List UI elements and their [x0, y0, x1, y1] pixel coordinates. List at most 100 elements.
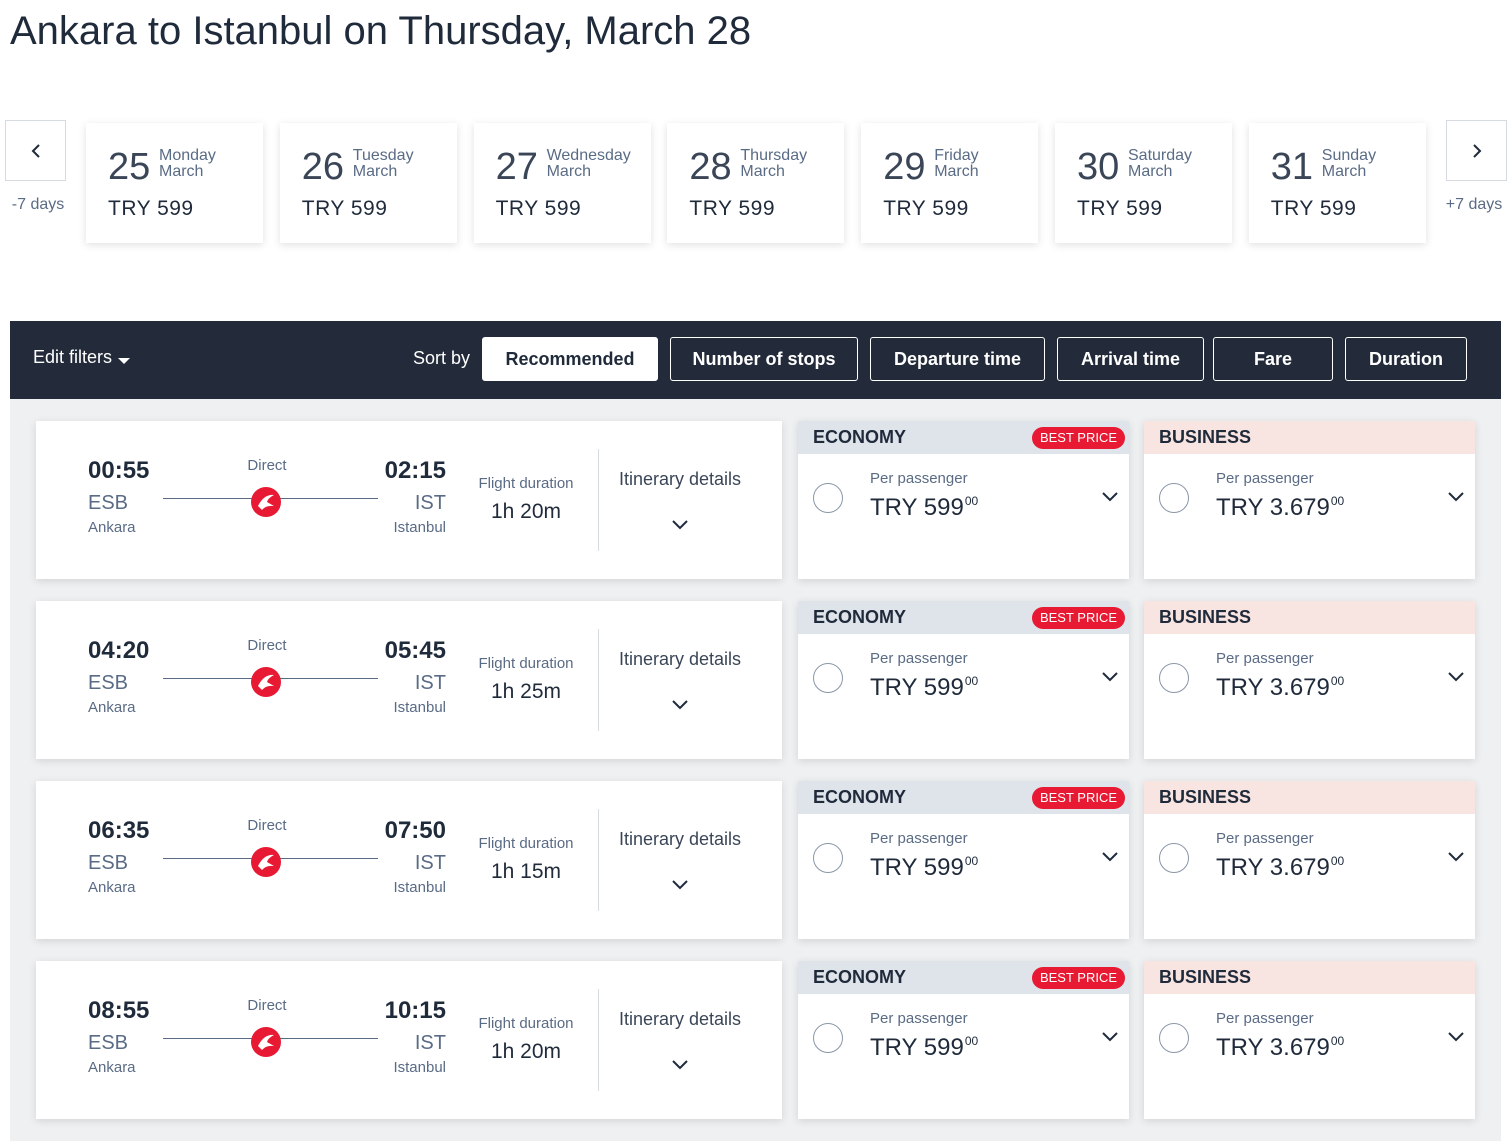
date-card[interactable]: 29 Friday March TRY 599 [861, 123, 1039, 243]
itinerary-details-link[interactable]: Itinerary details [618, 1009, 742, 1029]
fare-price: TRY 59900 [870, 1034, 978, 1062]
fare-radio[interactable] [813, 483, 843, 513]
fare-header: ECONOMY BEST PRICE [798, 781, 1129, 814]
fare-class: ECONOMY [813, 607, 907, 627]
fare-header: BUSINESS [1144, 601, 1475, 634]
chevron[interactable] [1446, 667, 1466, 687]
date-price: TRY 599 [1270, 197, 1357, 220]
fare-radio[interactable] [1159, 663, 1189, 693]
sort-option[interactable]: Arrival time [1057, 337, 1204, 381]
fare-cents: 00 [1330, 674, 1345, 688]
date-card[interactable]: 31 Sunday March TRY 599 [1248, 123, 1426, 243]
economy-fare-card[interactable]: ECONOMY BEST PRICE Per passenger TRY 59900 [798, 421, 1129, 579]
date-card[interactable]: 26 Tuesday March TRY 599 [279, 123, 457, 243]
arrival-time: 05:45 [384, 637, 446, 664]
business-fare-card[interactable]: BUSINESS Per passenger TRY 3.67900 [1144, 961, 1475, 1119]
date-price: TRY 599 [495, 197, 582, 220]
economy-fare-card[interactable]: ECONOMY BEST PRICE Per passenger TRY 59900 [798, 781, 1129, 939]
fare-class: BUSINESS [1159, 427, 1252, 447]
chevron[interactable] [670, 875, 690, 895]
per-passenger: Per passenger [870, 830, 968, 847]
date-price: TRY 599 [301, 197, 388, 220]
fare-radio[interactable] [813, 843, 843, 873]
fare-radio[interactable] [813, 663, 843, 693]
stops: Direct [247, 817, 287, 834]
date-price: TRY 599 [883, 197, 969, 220]
sort-option[interactable]: Recommended [482, 337, 658, 381]
chevron[interactable] [1446, 487, 1466, 507]
divider [598, 629, 599, 731]
date-card[interactable]: 25 Monday March TRY 599 [86, 123, 263, 243]
date-weekday: Sunday [1321, 147, 1377, 164]
arrival-time: 02:15 [384, 457, 446, 484]
chevron[interactable] [1100, 847, 1120, 867]
fare-price: TRY 3.67900 [1216, 674, 1344, 702]
fare-radio[interactable] [1159, 1023, 1189, 1053]
sort-option[interactable]: Departure time [870, 337, 1045, 381]
date-day: 31 [1270, 146, 1314, 188]
date-day: 27 [495, 146, 538, 188]
date-card[interactable]: 27 Wednesday March TRY 599 [473, 123, 651, 243]
date-month: March [352, 163, 398, 180]
chevron [1473, 144, 1482, 158]
economy-fare-card[interactable]: ECONOMY BEST PRICE Per passenger TRY 59900 [798, 961, 1129, 1119]
flight-card: 06:35 ESB Ankara Direct 07:50 IST Istanbul Flig… [36, 781, 782, 939]
chevron[interactable] [670, 1055, 690, 1075]
departure-code: ESB [88, 492, 129, 514]
flight-card: 00:55 ESB Ankara Direct 02:15 IST Istanbul Flig… [36, 421, 782, 579]
business-fare-card[interactable]: BUSINESS Per passenger TRY 3.67900 [1144, 781, 1475, 939]
prev-week-label: -7 days [11, 196, 65, 213]
best-price-badge: BEST PRICE [1031, 427, 1125, 449]
chevron[interactable] [1446, 847, 1466, 867]
arrival-time: 10:15 [384, 997, 446, 1024]
sort-option[interactable]: Fare [1213, 337, 1333, 381]
fare-amount: TRY 3.679 [1216, 854, 1330, 881]
date-month: March [159, 163, 204, 180]
stops: Direct [247, 637, 287, 654]
fare-cents: 00 [1330, 1034, 1345, 1048]
itinerary-details-link[interactable]: Itinerary details [618, 649, 742, 669]
fare-radio[interactable] [1159, 483, 1189, 513]
duration: 1h 25m [490, 680, 562, 703]
duration-label: Flight duration [478, 1015, 574, 1032]
itinerary-details-link[interactable]: Itinerary details [618, 829, 742, 849]
arrival-time: 07:50 [384, 817, 446, 844]
stops: Direct [247, 457, 287, 474]
edit-filters-button[interactable]: Edit filters [33, 347, 113, 367]
per-passenger: Per passenger [870, 650, 968, 667]
business-fare-card[interactable]: BUSINESS Per passenger TRY 3.67900 [1144, 421, 1475, 579]
itinerary-details-link[interactable]: Itinerary details [618, 469, 742, 489]
date-weekday: Wednesday [546, 147, 631, 164]
date-card[interactable]: 28 Thursday March TRY 599 [667, 123, 845, 243]
fare-radio[interactable] [813, 1023, 843, 1053]
flight-card: 04:20 ESB Ankara Direct 05:45 IST Istanbul Flig… [36, 601, 782, 759]
date-card[interactable]: 30 Saturday March TRY 599 [1055, 123, 1232, 243]
date-price: TRY 599 [108, 197, 194, 220]
prev-week-button[interactable] [5, 120, 66, 181]
economy-fare-card[interactable]: ECONOMY BEST PRICE Per passenger TRY 59900 [798, 601, 1129, 759]
chevron[interactable] [1100, 487, 1120, 507]
sort-label: Sort by [413, 348, 471, 368]
sort-option[interactable]: Number of stops [670, 337, 858, 381]
date-price: TRY 599 [689, 197, 776, 220]
stops: Direct [247, 997, 287, 1014]
chevron[interactable] [670, 695, 690, 715]
chevron[interactable] [1100, 1027, 1120, 1047]
airline-logo [251, 1027, 281, 1057]
departure-time: 06:35 [88, 817, 150, 844]
sort-toolbar: Edit filters Sort by Recommended Number of … [10, 321, 1501, 399]
fare-radio[interactable] [1159, 843, 1189, 873]
per-passenger: Per passenger [1216, 830, 1314, 847]
airline-logo [251, 487, 281, 517]
chevron[interactable] [670, 515, 690, 535]
departure-time: 08:55 [88, 997, 150, 1024]
departure-city: Ankara [88, 519, 136, 536]
next-week-button[interactable] [1446, 120, 1507, 181]
date-price: TRY 599 [1077, 197, 1163, 220]
business-fare-card[interactable]: BUSINESS Per passenger TRY 3.67900 [1144, 601, 1475, 759]
chevron[interactable] [1446, 1027, 1466, 1047]
sort-option[interactable]: Duration [1345, 337, 1467, 381]
duration: 1h 15m [490, 860, 562, 883]
chevron[interactable] [1100, 667, 1120, 687]
fare-class: ECONOMY [813, 967, 907, 987]
